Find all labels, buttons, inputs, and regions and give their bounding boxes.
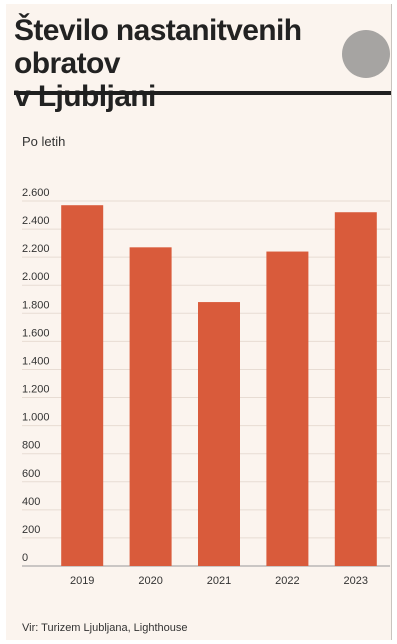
- title-divider: [14, 91, 391, 95]
- y-tick-label: 800: [22, 440, 40, 452]
- y-tick-label: 2.000: [22, 271, 50, 283]
- x-tick-label: 2021: [207, 575, 231, 587]
- y-tick-label: 400: [22, 496, 40, 508]
- y-tick-label: 2.400: [22, 215, 50, 227]
- chart-title: Število nastanitvenih obratov v Ljubljan…: [14, 14, 302, 113]
- x-tick-label: 2022: [275, 575, 299, 587]
- bar-2022: [266, 251, 309, 567]
- y-tick-label: 600: [22, 468, 40, 480]
- y-axis-ticks: 0 200 400 600 800 1.000 1.200 1.400 1.600 1.800 2.…: [22, 187, 50, 564]
- y-tick-label: 200: [22, 524, 40, 536]
- x-tick-label: 2019: [70, 575, 94, 587]
- bar-2020: [129, 247, 172, 567]
- x-tick-label: 2020: [138, 575, 162, 587]
- source-note: Vir: Turizem Ljubljana, Lighthouse: [22, 622, 188, 634]
- y-tick-label: 1.000: [22, 412, 50, 424]
- bar-2021: [198, 302, 240, 566]
- y-tick-label: 1.400: [22, 355, 50, 367]
- x-tick-label: 2023: [344, 575, 368, 587]
- y-tick-label: 1.200: [22, 384, 50, 396]
- y-tick-label: 2.200: [22, 243, 50, 255]
- x-axis-ticks: 2019 2020 2021 2022 2023: [70, 575, 368, 587]
- bars: [61, 205, 377, 567]
- y-tick-label: 2.600: [22, 187, 50, 199]
- chart-subtitle: Po letih: [22, 134, 66, 149]
- bar-2019: [61, 205, 104, 566]
- overlay-circle-button[interactable]: [342, 30, 390, 78]
- y-tick-label: 1.800: [22, 299, 50, 311]
- y-tick-label: 0: [22, 552, 28, 564]
- y-tick-label: 1.600: [22, 327, 50, 339]
- bar-2023: [334, 212, 377, 566]
